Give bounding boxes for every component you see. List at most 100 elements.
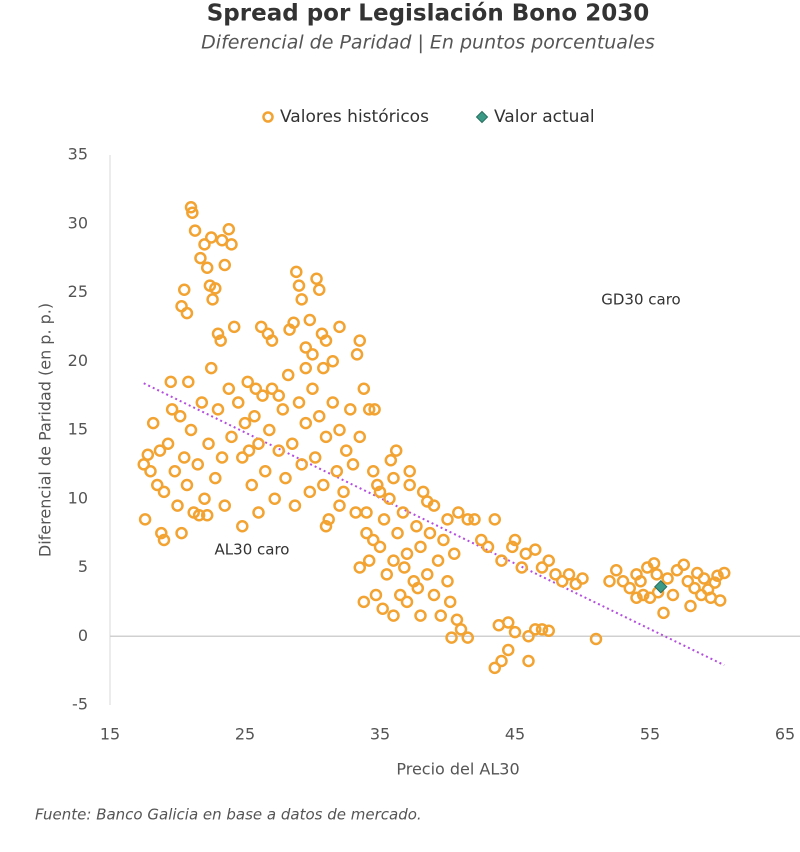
- point: [265, 334, 279, 347]
- source-note: Fuente: Banco Galicia en base a datos de…: [35, 806, 422, 824]
- point: [306, 382, 319, 395]
- point: [542, 624, 555, 637]
- point: [643, 591, 657, 604]
- point: [286, 437, 299, 450]
- point: [265, 382, 279, 395]
- point: [276, 403, 290, 416]
- point: [232, 396, 245, 409]
- point: [192, 509, 206, 522]
- point: [180, 306, 194, 320]
- point: [684, 599, 697, 613]
- point: [279, 471, 292, 485]
- point: [198, 238, 211, 251]
- y-tick-label: 30: [68, 213, 88, 232]
- point: [522, 630, 535, 643]
- point: [322, 513, 335, 526]
- x-tick-label: 65: [775, 725, 795, 744]
- point: [161, 437, 175, 450]
- point: [713, 594, 727, 607]
- point: [313, 283, 326, 296]
- point: [576, 572, 589, 585]
- point: [421, 495, 434, 508]
- point: [522, 654, 535, 668]
- x-tick-label: 45: [505, 725, 525, 744]
- point: [195, 396, 209, 409]
- point: [589, 632, 603, 646]
- point: [173, 410, 187, 423]
- point: [488, 661, 501, 675]
- point: [214, 334, 227, 347]
- point: [414, 609, 427, 622]
- annotation: AL30 caro: [215, 541, 290, 559]
- x-tick-label: 35: [370, 725, 390, 744]
- point: [452, 506, 465, 519]
- point: [182, 375, 195, 389]
- point: [292, 279, 306, 292]
- chart-subtitle: Diferencial de Paridad | En puntos porce…: [201, 32, 655, 54]
- y-tick-label: 35: [68, 145, 88, 164]
- point: [443, 595, 457, 609]
- point: [256, 389, 269, 402]
- point: [206, 293, 219, 306]
- point: [349, 506, 362, 519]
- point: [387, 471, 400, 485]
- point: [373, 485, 387, 499]
- point: [272, 444, 285, 457]
- point: [468, 513, 481, 526]
- point: [333, 320, 346, 334]
- annotation: GD30 caro: [601, 291, 680, 309]
- point: [637, 588, 650, 602]
- point: [681, 575, 695, 588]
- point: [380, 568, 393, 581]
- point: [414, 540, 427, 554]
- point: [138, 513, 152, 526]
- point: [303, 485, 317, 499]
- point: [346, 458, 360, 471]
- point: [634, 575, 647, 588]
- point: [461, 513, 474, 526]
- point: [362, 403, 376, 416]
- point: [383, 492, 396, 505]
- point: [333, 423, 346, 437]
- point: [502, 643, 515, 657]
- y-tick-label: 0: [78, 626, 88, 645]
- point: [384, 454, 398, 467]
- point: [326, 396, 339, 409]
- point: [211, 327, 225, 340]
- point: [225, 238, 238, 251]
- point: [295, 293, 308, 306]
- point: [222, 382, 236, 395]
- point: [252, 506, 265, 519]
- point: [623, 581, 636, 595]
- point: [337, 485, 350, 499]
- point: [288, 499, 302, 512]
- point: [441, 575, 454, 588]
- y-axis-label: Diferencial de Paridad (en p. p.): [36, 303, 55, 557]
- point: [368, 403, 381, 416]
- point: [549, 568, 562, 581]
- point: [396, 506, 410, 519]
- point: [344, 403, 357, 416]
- point: [508, 533, 522, 547]
- point: [400, 595, 414, 609]
- point: [441, 513, 454, 526]
- point: [319, 520, 333, 533]
- point: [353, 430, 366, 444]
- point: [157, 533, 171, 547]
- point: [630, 591, 643, 604]
- point: [227, 320, 241, 334]
- point: [492, 619, 506, 632]
- point: [495, 554, 508, 567]
- point: [529, 543, 542, 556]
- point: [373, 540, 387, 554]
- point: [272, 389, 285, 402]
- point: [200, 509, 214, 522]
- y-tick-label: 25: [68, 282, 88, 301]
- point: [488, 513, 501, 526]
- point: [362, 554, 376, 567]
- point: [353, 334, 366, 347]
- point: [290, 265, 303, 279]
- point: [306, 348, 319, 361]
